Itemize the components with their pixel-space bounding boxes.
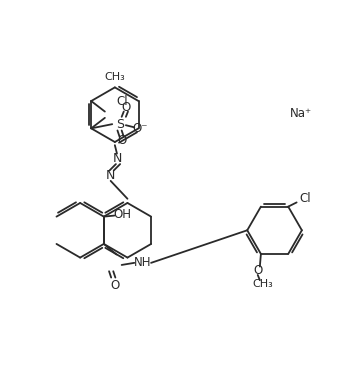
- Text: OH: OH: [114, 208, 132, 221]
- Text: N: N: [106, 169, 115, 182]
- Text: O: O: [121, 101, 130, 114]
- Text: Cl: Cl: [299, 192, 311, 205]
- Text: S: S: [117, 117, 125, 131]
- Text: CH₃: CH₃: [104, 72, 125, 82]
- Text: O: O: [117, 134, 126, 147]
- Text: NH: NH: [134, 256, 152, 269]
- Text: Na⁺: Na⁺: [290, 107, 312, 120]
- Text: O: O: [111, 280, 120, 292]
- Text: O: O: [253, 264, 262, 277]
- Text: Cl: Cl: [116, 94, 127, 108]
- Text: O⁻: O⁻: [133, 122, 148, 135]
- Text: N: N: [112, 152, 122, 165]
- Text: CH₃: CH₃: [253, 279, 273, 290]
